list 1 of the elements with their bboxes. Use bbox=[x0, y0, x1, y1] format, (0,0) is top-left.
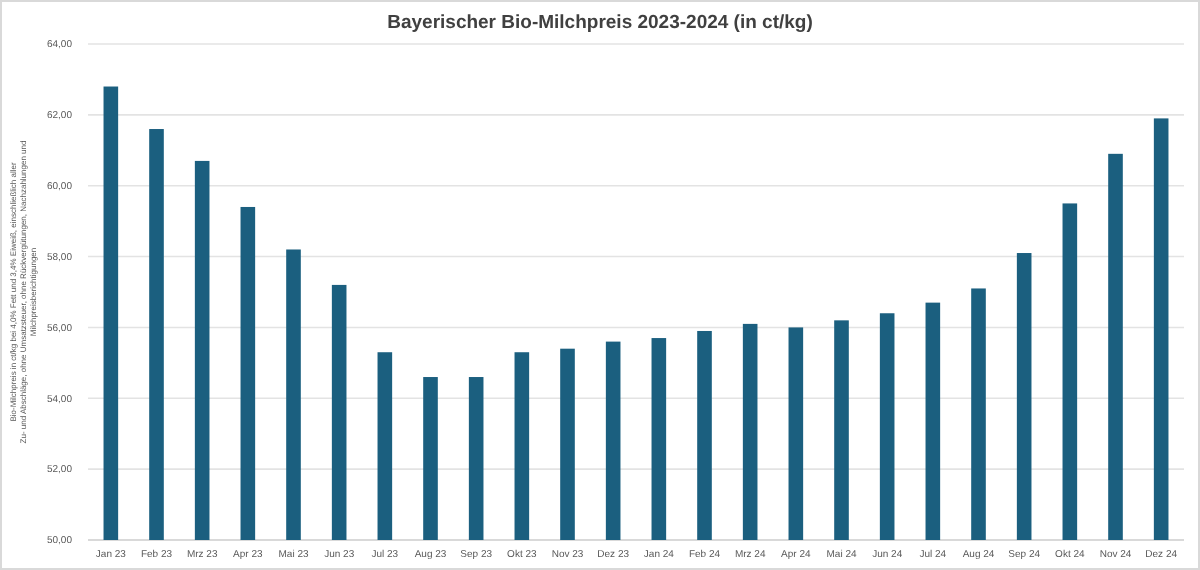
chart-title: Bayerischer Bio-Milchpreis 2023-2024 (in ct/kg) bbox=[387, 12, 813, 34]
